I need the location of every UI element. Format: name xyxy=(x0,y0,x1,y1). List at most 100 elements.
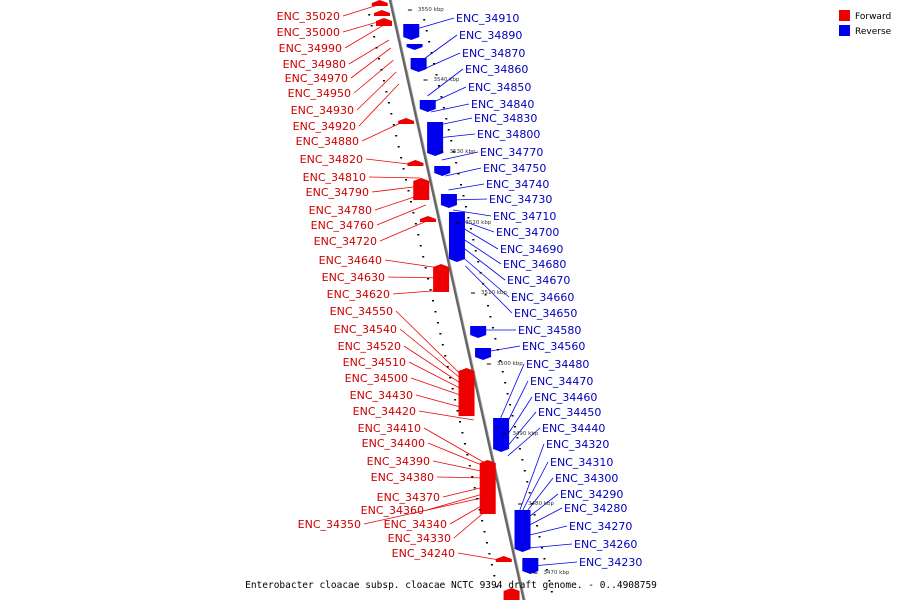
feature-dot xyxy=(457,173,460,175)
forward-gene-arrow xyxy=(419,216,436,222)
feature-dot xyxy=(444,355,447,357)
reverse-leader-line xyxy=(421,52,461,71)
forward-leader-line xyxy=(408,361,468,393)
forward-leader-line xyxy=(379,219,430,242)
feature-dot xyxy=(479,272,482,274)
feature-dot xyxy=(402,168,405,170)
reverse-gene-label: ENC_34830 xyxy=(474,112,537,125)
forward-leader-line xyxy=(395,310,465,379)
reverse-leader-line xyxy=(507,427,541,457)
feature-dot xyxy=(456,410,459,412)
feature-dot xyxy=(433,63,436,65)
reverse-gene-arrow xyxy=(514,510,531,552)
forward-gene-label: ENC_34980 xyxy=(283,58,346,71)
forward-gene-label: ENC_34370 xyxy=(377,491,440,504)
forward-gene-label: ENC_34330 xyxy=(388,532,451,545)
feature-dot xyxy=(467,217,470,219)
reverse-gene-arrow xyxy=(410,58,427,72)
figure-caption: Enterobacter cloacae subsp. cloacae NCTC… xyxy=(245,580,657,591)
feature-dot xyxy=(419,245,422,247)
feature-dot xyxy=(506,393,509,395)
feature-dot xyxy=(466,454,469,456)
feature-dot xyxy=(473,487,476,489)
feature-dot xyxy=(445,118,448,120)
tick-label: 3520 kbp xyxy=(465,220,491,226)
feature-dot xyxy=(461,432,464,434)
feature-dot xyxy=(469,228,472,230)
forward-gene-arrow xyxy=(371,0,388,6)
reverse-gene-arrow xyxy=(522,558,539,574)
reverse-leader-line xyxy=(448,183,485,191)
reverse-gene-arrow xyxy=(419,100,436,112)
feature-dot xyxy=(368,14,371,16)
feature-dot xyxy=(478,509,481,511)
forward-gene-arrow xyxy=(398,118,415,124)
feature-dot xyxy=(484,294,487,296)
forward-gene-label: ENC_34240 xyxy=(392,547,455,560)
forward-gene-label: ENC_34760 xyxy=(311,219,374,232)
feature-dot xyxy=(455,162,458,164)
reverse-gene-label: ENC_34470 xyxy=(530,375,593,388)
feature-dot xyxy=(382,80,385,82)
reverse-gene-label: ENC_34320 xyxy=(546,438,609,451)
reverse-leader-line xyxy=(499,363,525,421)
feature-dot xyxy=(409,201,412,203)
legend-reverse-swatch xyxy=(839,25,850,36)
feature-dot xyxy=(487,305,490,307)
forward-gene-label: ENC_35020 xyxy=(277,10,340,23)
feature-dot xyxy=(536,525,539,527)
reverse-gene-arrow xyxy=(448,212,465,262)
reverse-leader-line xyxy=(458,235,502,265)
feature-dot xyxy=(523,470,526,472)
feature-dot xyxy=(430,52,433,54)
feature-dot xyxy=(494,338,497,340)
backbone-line xyxy=(388,0,526,600)
feature-dot xyxy=(435,74,438,76)
feature-dot xyxy=(496,349,499,351)
forward-gene-label: ENC_34500 xyxy=(345,372,408,385)
feature-dot xyxy=(412,212,415,214)
legend-reverse-label: Reverse xyxy=(855,27,892,37)
feature-dot xyxy=(509,404,512,406)
feature-dot xyxy=(540,547,543,549)
genome-backbone xyxy=(388,0,526,600)
reverse-gene-arrow xyxy=(406,44,423,50)
feature-dot xyxy=(504,382,507,384)
reverse-leader-line xyxy=(465,265,513,314)
reverse-gene-label: ENC_34680 xyxy=(503,258,566,271)
feature-dot xyxy=(464,206,467,208)
forward-gene-label: ENC_34550 xyxy=(330,305,393,318)
feature-dot xyxy=(442,107,445,109)
feature-dot xyxy=(429,289,432,291)
reverse-leader-line xyxy=(452,209,492,217)
forward-gene-label: ENC_34790 xyxy=(306,186,369,199)
forward-gene-arrow xyxy=(503,588,520,600)
legend-forward-swatch xyxy=(839,10,850,21)
forward-gene-label: ENC_34430 xyxy=(350,389,413,402)
feature-dot xyxy=(518,448,521,450)
feature-dot xyxy=(385,91,388,93)
reverse-gene-label: ENC_34750 xyxy=(483,162,546,175)
feature-dot xyxy=(513,426,516,428)
forward-gene-label: ENC_34510 xyxy=(343,356,406,369)
scale-ticks: 3550 kbp 3540 kbp 3530 kbp 3520 kbp 3510 kbp… xyxy=(368,7,570,593)
forward-gene-label: ENC_34930 xyxy=(291,104,354,117)
forward-gene-label: ENC_34540 xyxy=(334,323,397,336)
reverse-gene-label: ENC_34730 xyxy=(489,193,552,206)
forward-gene-label: ENC_34970 xyxy=(285,72,348,85)
feature-dot xyxy=(437,85,440,87)
forward-gene-label: ENC_34380 xyxy=(371,471,434,484)
reverse-gene-label: ENC_34850 xyxy=(468,81,531,94)
feature-dot xyxy=(451,388,454,390)
reverse-leader-line xyxy=(519,443,545,511)
feature-dot xyxy=(495,586,498,588)
forward-gene-label: ENC_34420 xyxy=(353,405,416,418)
forward-gene-label: ENC_34810 xyxy=(303,171,366,184)
feature-dot xyxy=(407,190,410,192)
feature-dot xyxy=(526,481,529,483)
reverse-leader-line xyxy=(436,133,476,139)
forward-leader-line xyxy=(423,427,484,463)
reverse-leader-line xyxy=(441,151,479,161)
reverse-leader-line xyxy=(528,543,573,549)
